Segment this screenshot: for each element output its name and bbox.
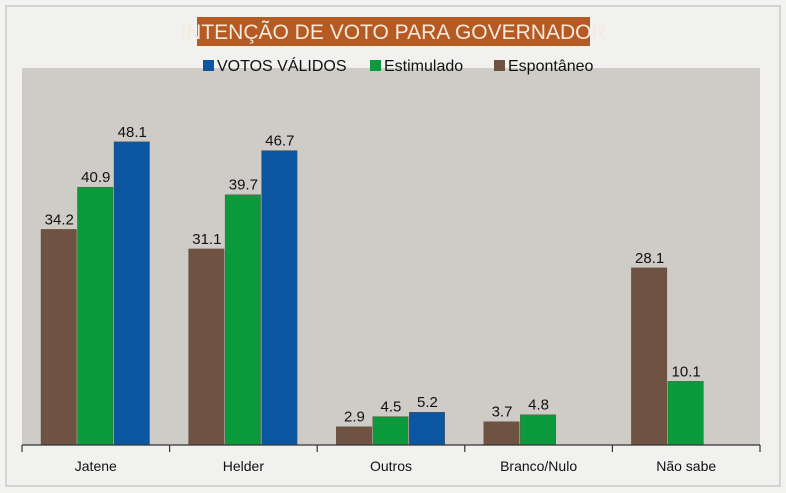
data-label: 40.9 xyxy=(81,169,110,186)
bar xyxy=(224,194,261,446)
bar xyxy=(667,381,704,446)
bar xyxy=(520,414,556,446)
bar xyxy=(113,141,150,446)
bar xyxy=(40,229,77,446)
x-axis: Jatene Helder Outros Branco/Nulo Não sabe xyxy=(21,444,761,474)
bar xyxy=(336,426,372,446)
category-label: Helder xyxy=(223,458,265,474)
data-label: 4.5 xyxy=(381,399,402,416)
legend-label: VOTOS VÁLIDOS xyxy=(217,56,347,75)
data-label: 3.7 xyxy=(492,404,513,421)
data-label: 46.7 xyxy=(265,133,294,150)
data-label: 34.2 xyxy=(45,211,74,228)
legend-label: Estimulado xyxy=(384,58,463,75)
bar xyxy=(77,186,114,446)
legend-swatch xyxy=(494,60,505,71)
bar xyxy=(188,248,225,446)
category-label: Outros xyxy=(370,458,412,474)
bars: 34.2 40.9 48.1 31.1 39.7 46.7 2.9 4.5 5.2 3.7 4.8 2… xyxy=(40,124,704,446)
bar xyxy=(631,267,668,446)
category-label: Jatene xyxy=(75,458,117,474)
data-label: 28.1 xyxy=(635,250,664,267)
data-label: 39.7 xyxy=(229,177,258,194)
bar xyxy=(483,421,520,446)
legend-label: Espontâneo xyxy=(508,58,594,75)
category-label: Não sabe xyxy=(656,458,716,474)
data-label: 31.1 xyxy=(192,231,221,248)
bar xyxy=(409,412,445,446)
legend: VOTOS VÁLIDOS Estimulado Espontâneo xyxy=(203,56,594,75)
title-background xyxy=(197,17,590,46)
legend-swatch xyxy=(203,60,214,71)
data-label: 10.1 xyxy=(672,363,701,380)
data-label: 48.1 xyxy=(118,124,147,141)
bar xyxy=(372,416,409,446)
legend-swatch xyxy=(370,60,381,71)
data-label: 2.9 xyxy=(344,409,365,426)
category-label: Branco/Nulo xyxy=(500,458,577,474)
data-label: 5.2 xyxy=(417,394,438,411)
chart-title: INTENÇÃO DE VOTO PARA GOVERNADOR xyxy=(180,20,606,44)
data-label: 4.8 xyxy=(528,397,549,414)
bar xyxy=(261,150,298,446)
